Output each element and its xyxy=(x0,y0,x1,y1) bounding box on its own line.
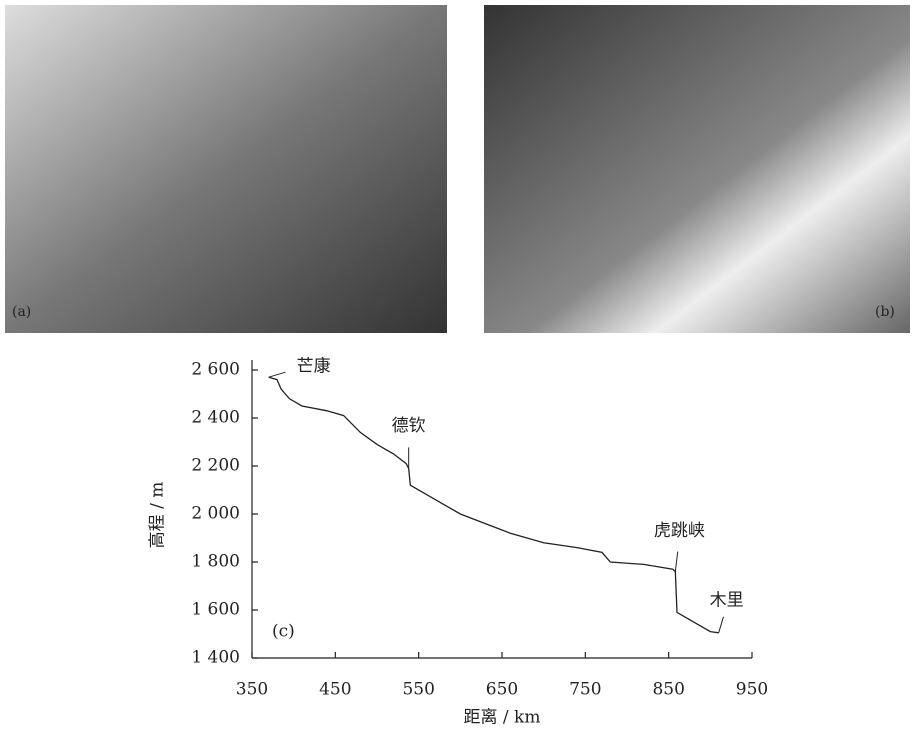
annotation-arrow xyxy=(675,552,677,572)
y-tick-label: 1 400 xyxy=(191,648,240,668)
x-tick-label: 750 xyxy=(569,680,601,700)
x-tick-label: 650 xyxy=(486,680,518,700)
annotation-arrow xyxy=(269,372,286,377)
annotation: 德钦 xyxy=(392,416,426,436)
elevation-line xyxy=(269,377,719,633)
x-tick-label: 450 xyxy=(319,680,351,700)
x-axis-label: 距离 / km xyxy=(464,708,541,728)
panel-label: (b) xyxy=(875,304,895,320)
x-tick-label: 950 xyxy=(736,680,768,700)
x-tick-label: 350 xyxy=(236,680,268,700)
y-tick-label: 1 800 xyxy=(191,552,240,572)
panel-label: (c) xyxy=(272,622,295,642)
annotation-arrow xyxy=(719,617,724,633)
annotation: 虎跳峡 xyxy=(654,521,705,541)
y-tick-label: 2 600 xyxy=(191,360,240,380)
y-tick-label: 2 000 xyxy=(191,504,240,524)
annotation: 木里 xyxy=(710,590,744,610)
photo-a xyxy=(5,5,447,333)
annotation: 芒康 xyxy=(297,357,331,377)
y-tick-label: 2 200 xyxy=(191,456,240,476)
y-tick-label: 2 400 xyxy=(191,408,240,428)
panel-label: (a) xyxy=(12,304,31,320)
photo-b xyxy=(484,5,910,333)
y-axis-label: 高程 / m xyxy=(148,482,168,549)
y-tick-label: 1 600 xyxy=(191,600,240,620)
figure: (a) (b) (c) 距离 / km 高程 / m 1 400 1 600 1 8… xyxy=(0,0,912,729)
x-tick-label: 850 xyxy=(652,680,684,700)
x-tick-label: 550 xyxy=(402,680,434,700)
